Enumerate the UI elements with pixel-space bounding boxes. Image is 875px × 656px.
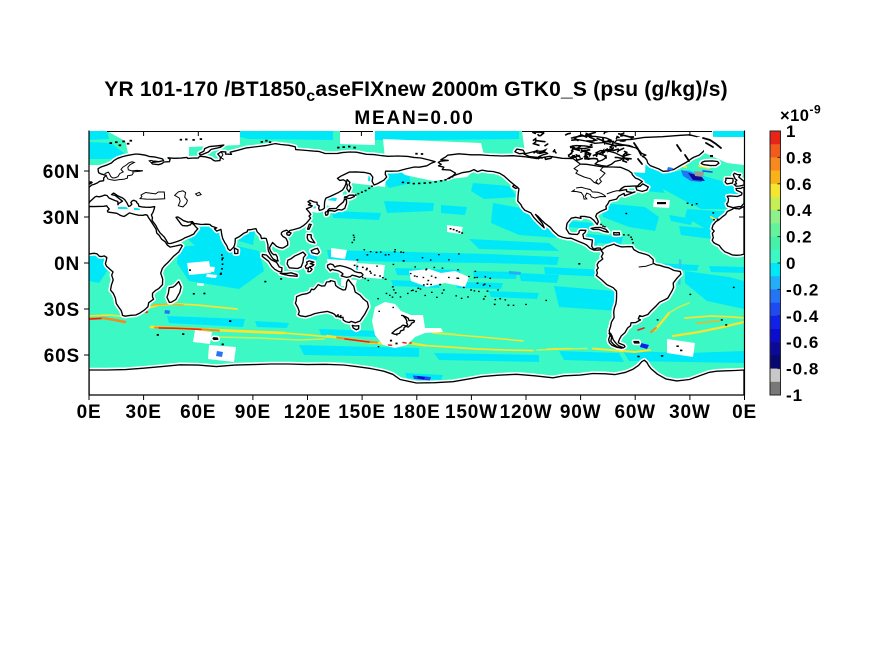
- svg-text:0E: 0E: [732, 402, 757, 423]
- svg-text:30W: 30W: [669, 402, 710, 423]
- svg-text:-0.4: -0.4: [786, 307, 819, 326]
- svg-text:90E: 90E: [235, 402, 271, 423]
- svg-text:-0.2: -0.2: [786, 280, 819, 299]
- svg-text:60N: 60N: [43, 162, 80, 183]
- svg-text:0.8: 0.8: [786, 148, 813, 167]
- svg-text:0N: 0N: [54, 254, 80, 275]
- svg-text:120W: 120W: [500, 402, 553, 423]
- svg-text:120E: 120E: [284, 402, 332, 423]
- svg-text:×10-9: ×10-9: [780, 103, 821, 126]
- svg-text:YR 101-170 /BT1850caseFIXnew 2: YR 101-170 /BT1850caseFIXnew 2000m GTK0_…: [104, 78, 728, 105]
- svg-text:30N: 30N: [43, 208, 80, 229]
- svg-text:0.4: 0.4: [786, 201, 813, 220]
- svg-text:0.6: 0.6: [786, 175, 813, 194]
- svg-text:60W: 60W: [614, 402, 655, 423]
- svg-text:0: 0: [786, 254, 796, 273]
- svg-text:-0.8: -0.8: [786, 360, 819, 379]
- svg-text:0E: 0E: [77, 402, 102, 423]
- svg-text:-0.6: -0.6: [786, 333, 819, 352]
- svg-text:30E: 30E: [125, 402, 161, 423]
- svg-text:60S: 60S: [44, 346, 80, 367]
- svg-text:30S: 30S: [44, 300, 80, 321]
- svg-text:150E: 150E: [338, 402, 386, 423]
- svg-text:MEAN=0.00: MEAN=0.00: [354, 108, 474, 129]
- svg-text:-1: -1: [786, 386, 803, 405]
- svg-text:180E: 180E: [393, 402, 441, 423]
- svg-text:0.2: 0.2: [786, 228, 813, 247]
- svg-text:90W: 90W: [560, 402, 601, 423]
- svg-text:1: 1: [786, 122, 796, 141]
- svg-text:150W: 150W: [445, 402, 498, 423]
- svg-text:60E: 60E: [180, 402, 216, 423]
